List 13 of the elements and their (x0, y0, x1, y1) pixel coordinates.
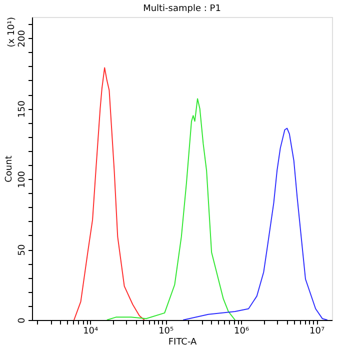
text: (x 10¹) (7, 17, 17, 48)
x-tick-label: 10⁷ (310, 326, 326, 336)
y-axis-title: Count (4, 155, 14, 182)
chart-title: Multi-sample : P1 (143, 4, 221, 14)
y-tick-label: 200 (18, 30, 28, 48)
x-tick-label: 10⁵ (158, 326, 174, 336)
x-tick-label: 10⁴ (83, 326, 99, 336)
y-tick-label: 0 (18, 317, 28, 324)
y-tick-label: 100 (18, 170, 28, 188)
x-tick-label: 10⁶ (234, 326, 250, 336)
y-tick-label: 150 (18, 100, 28, 118)
x-axis-title: FITC-A (168, 338, 198, 348)
y-tick-label: 50 (18, 244, 28, 256)
